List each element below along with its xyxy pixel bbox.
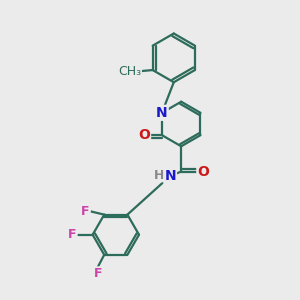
Text: F: F [81, 205, 89, 218]
Text: F: F [68, 228, 77, 241]
Text: O: O [138, 128, 150, 142]
Text: F: F [93, 267, 102, 280]
Text: O: O [197, 164, 209, 178]
Text: N: N [156, 106, 168, 120]
Text: O: O [138, 128, 150, 142]
Text: O: O [197, 164, 209, 178]
Text: H: H [154, 169, 164, 182]
Text: CH₃: CH₃ [118, 65, 141, 78]
Text: N: N [164, 169, 176, 183]
